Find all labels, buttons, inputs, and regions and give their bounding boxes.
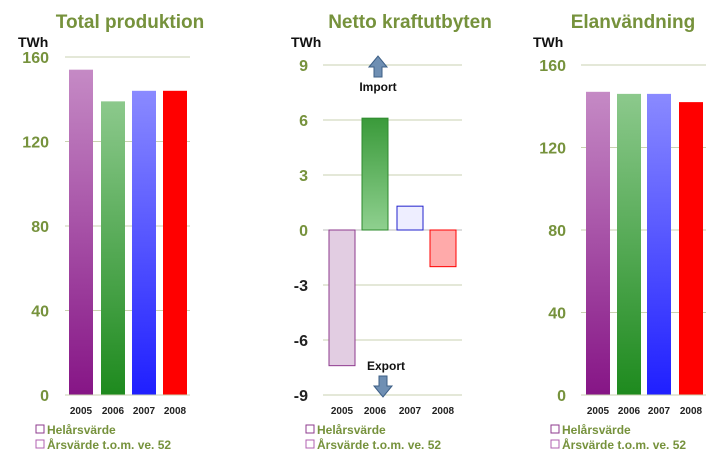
legend-label: Årsvärde t.o.m. ve. 52 — [47, 437, 171, 452]
legend-label: Årsvärde t.o.m. ve. 52 — [562, 437, 686, 452]
bar-2006 — [617, 93, 641, 395]
legend-swatch — [305, 439, 315, 449]
chart-panel-1: Total produktion TWh 0 40 80 120 160 2005 2006 20… — [18, 12, 204, 452]
y-tick-label: 40 — [31, 304, 49, 321]
y-tick-label: 6 — [299, 113, 308, 130]
bar-2008 — [429, 229, 457, 268]
bar-2006 — [361, 117, 389, 231]
x-tick-label: 2007 — [648, 406, 671, 417]
bar-2007 — [132, 90, 156, 396]
legend-label: Årsvärde t.o.m. ve. 52 — [317, 437, 441, 452]
legend-label: Helårsvärde — [317, 423, 386, 437]
legend-swatch — [550, 424, 560, 434]
bar-2008 — [679, 102, 703, 395]
legend-swatch — [35, 424, 45, 434]
arrow-up-icon — [367, 55, 389, 78]
arrow-down-icon — [372, 375, 394, 398]
legend-swatch — [35, 439, 45, 449]
chart-title: Elanvändning — [571, 12, 696, 33]
x-tick-label: 2006 — [618, 406, 641, 417]
y-tick-label: 3 — [299, 168, 308, 185]
bar-2007 — [647, 93, 671, 395]
y-tick-label: 120 — [539, 141, 566, 158]
y-tick-label: 80 — [31, 219, 49, 236]
chart-panel-2: Netto kraftutbyten TWh -9 -6 -3 0 3 6 9 2005 2006 2… — [291, 12, 492, 452]
y-tick-label: -9 — [294, 388, 308, 405]
y-axis-unit: TWh — [18, 34, 48, 50]
chart-title: Netto kraftutbyten — [328, 12, 492, 33]
bar-2008 — [163, 90, 187, 396]
y-tick-label: 160 — [539, 58, 566, 75]
y-tick-label: 0 — [40, 388, 49, 405]
x-tick-label: 2008 — [680, 406, 703, 417]
x-tick-label: 2007 — [133, 406, 156, 417]
chart-title: Total produktion — [56, 12, 204, 33]
legend-label: Helårsvärde — [47, 423, 116, 437]
y-tick-label: 40 — [548, 306, 566, 323]
y-tick-label: -3 — [294, 278, 308, 295]
x-tick-label: 2008 — [164, 406, 187, 417]
y-tick-label: 160 — [22, 50, 49, 67]
x-tick-label: 2007 — [399, 406, 422, 417]
y-tick-label: 9 — [299, 58, 308, 75]
x-tick-label: 2008 — [432, 406, 455, 417]
bar-2005 — [69, 69, 93, 396]
y-axis-unit: TWh — [533, 34, 563, 50]
bar-2005 — [586, 91, 610, 395]
chart-panel-3: Elanvändning TWh 0 40 80 120 160 2005 2006 2007 20… — [533, 12, 706, 452]
x-tick-label: 2005 — [70, 406, 93, 417]
x-tick-label: 2005 — [331, 406, 354, 417]
y-tick-label: 120 — [22, 135, 49, 152]
y-axis-unit: TWh — [291, 34, 321, 50]
legend-swatch — [550, 439, 560, 449]
annotation-import: Import — [359, 80, 396, 94]
x-tick-label: 2006 — [102, 406, 125, 417]
y-tick-label: 0 — [557, 388, 566, 405]
y-tick-label: -6 — [294, 333, 308, 350]
legend-label: Helårsvärde — [562, 423, 631, 437]
x-tick-label: 2005 — [587, 406, 610, 417]
x-tick-label: 2006 — [364, 406, 387, 417]
bar-2005 — [328, 229, 356, 367]
y-tick-label: 80 — [548, 223, 566, 240]
bar-2006 — [101, 101, 125, 396]
legend-swatch — [305, 424, 315, 434]
annotation-export: Export — [367, 359, 405, 373]
y-tick-label: 0 — [299, 223, 308, 240]
bar-2007 — [396, 205, 424, 231]
